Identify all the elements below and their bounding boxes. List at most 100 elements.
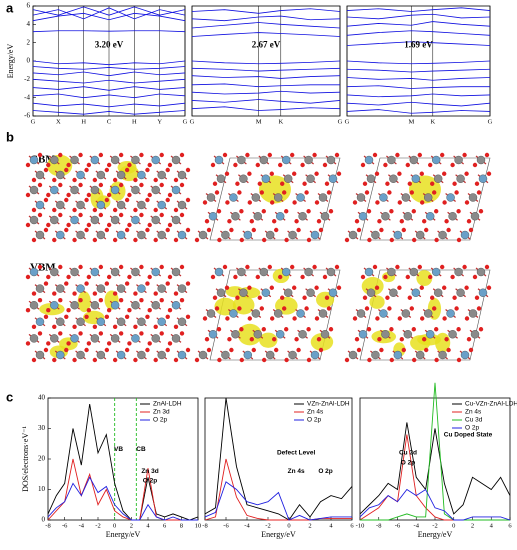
atom [133,324,138,329]
atom [151,155,160,165]
atom [290,264,295,270]
atom [364,267,374,277]
plot-frame [191,5,341,117]
atom [316,219,322,224]
atom [90,185,100,195]
atom [237,190,242,195]
x-tick-label: 2 [130,522,133,529]
atom [165,347,170,353]
atom [464,171,469,176]
atom [173,324,179,329]
atom [428,162,433,168]
data-line [47,476,198,521]
atom [375,316,380,321]
atom [296,309,305,318]
atom [151,334,160,343]
atom [153,177,158,183]
atom [233,274,238,280]
atom [147,308,152,313]
isosurface [416,270,433,287]
isosurface [361,277,384,296]
atom [306,174,315,183]
atom [52,207,57,213]
atom [173,237,179,243]
atom [46,274,51,280]
x-tick-label: H [81,118,86,125]
atom [417,152,422,158]
atom [336,285,342,290]
y-axis-label: Energy/eV [6,44,15,79]
atom [37,152,43,158]
atom [405,162,410,168]
atom [375,200,380,205]
x-tick-label: -6 [223,522,229,529]
data-line [346,85,490,89]
atom [397,285,402,290]
atom [58,264,63,270]
atom [385,295,390,300]
y-tick-label: 2 [27,38,31,46]
atom [389,237,394,243]
atom [118,264,124,270]
atom [35,200,45,210]
atom [84,167,89,173]
atom [306,357,312,363]
atom [37,212,43,218]
atom [420,316,425,321]
atom [66,274,71,280]
atom [397,200,402,205]
atom [106,341,112,346]
atom [389,327,394,332]
data-line [346,68,491,73]
annotation: Cu 3d [399,450,417,457]
atom [393,350,402,360]
atom [157,284,166,293]
atom [64,314,69,319]
atom [43,281,49,286]
atom [468,347,474,353]
atom [31,291,37,296]
y-axis-label: DOS/electrons·eV⁻¹ [21,426,30,492]
atom [153,357,158,363]
atom [112,177,118,183]
data-line [32,60,186,66]
x-tick-label: 4 [329,522,333,529]
atom [208,330,218,339]
atom [72,357,77,363]
atom [46,222,51,228]
atom [411,209,416,214]
unit-cell [209,269,341,361]
atom [159,264,164,270]
atom [377,337,382,342]
atom [270,200,275,205]
atom [76,284,85,293]
atom [50,334,59,343]
atom [225,316,230,321]
atom [56,200,65,210]
y-tick-label: 0 [27,57,31,65]
atom [131,215,140,225]
atom [362,295,368,300]
atom [171,301,181,310]
atom [145,167,150,173]
atom [486,171,492,176]
atom [165,281,170,286]
atom [64,227,69,233]
atom [165,227,170,233]
data-line [32,110,186,115]
atom [344,237,350,243]
atom [306,327,311,332]
atom [274,347,279,353]
atom [194,237,200,243]
legend-label: Cu 3d [465,417,483,424]
atom [173,357,179,363]
atom [452,295,457,300]
atom [206,347,212,353]
atom [442,200,447,205]
atom [412,237,417,243]
atom [401,227,406,233]
atom [165,314,170,319]
atom [179,264,185,270]
atom [31,324,37,329]
y-tick-label: 6 [27,2,31,10]
